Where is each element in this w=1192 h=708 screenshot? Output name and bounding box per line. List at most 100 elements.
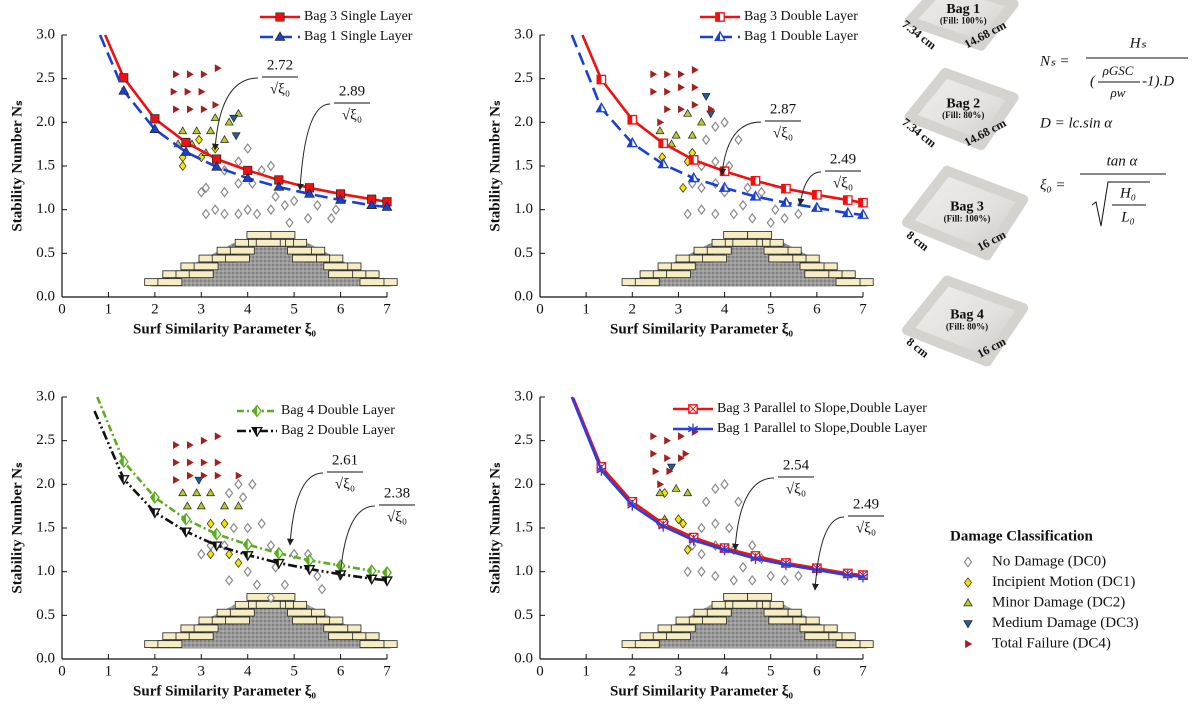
x-tick-label: 2 (151, 663, 159, 679)
annotation-arrow (719, 121, 762, 176)
bag-brick (292, 254, 317, 263)
marker (780, 212, 789, 224)
marker-stroke (750, 555, 761, 562)
bag-name: Bag 2 (946, 96, 980, 111)
marker (734, 496, 743, 508)
y-tick-label: 1.5 (514, 519, 533, 535)
annotation-denom: √ξ₀ (856, 520, 876, 536)
y-tick-label: 2.5 (36, 70, 55, 86)
marker (381, 576, 393, 587)
annotation-arrow (296, 103, 331, 191)
marker-half (781, 184, 786, 193)
x-tick-label: 2 (629, 663, 637, 679)
x-axis-title: Surf Similarity Parameter ξ₀ (133, 321, 316, 337)
bag-brick (225, 616, 250, 625)
breakwater-structure (621, 231, 874, 287)
y-tick-label: 2.0 (514, 476, 533, 492)
marker (303, 565, 316, 576)
marker (650, 70, 658, 79)
marker (257, 518, 266, 530)
bag-brick (747, 231, 773, 239)
legend-label: Minor Damage (DC2) (992, 594, 1125, 610)
marker (170, 87, 178, 96)
y-tick-label: 2.5 (36, 432, 55, 448)
marker (224, 574, 234, 586)
legend-label: No Damage (DC0) (992, 553, 1106, 569)
marker (683, 544, 692, 555)
bag-brick (732, 600, 758, 609)
marker (317, 583, 327, 595)
annotation-denom: √ξ₀ (833, 175, 853, 191)
legend-label: Bag 1 Single Layer (304, 29, 413, 44)
marker (234, 478, 243, 490)
legend-label: Total Failure (DC4) (992, 635, 1111, 651)
marker (304, 183, 315, 193)
marker (266, 540, 276, 551)
marker (266, 160, 276, 172)
x-tick-label: 7 (859, 301, 867, 317)
marker (729, 574, 738, 586)
marker-half (596, 103, 602, 112)
marker (657, 118, 665, 127)
marker (327, 212, 336, 224)
marker-half (211, 542, 217, 551)
marker (225, 549, 233, 560)
y-tick-label: 2.0 (36, 114, 55, 130)
marker (224, 487, 234, 499)
marker (671, 483, 681, 492)
marker (313, 199, 322, 211)
bag-brick (835, 640, 861, 648)
y-tick-label: 1.0 (36, 201, 55, 217)
marker-half (715, 31, 720, 41)
formula-text: ρGSC (1102, 63, 1134, 78)
bag-name: Bag 3 (950, 199, 984, 214)
marker (711, 570, 720, 582)
marker (200, 471, 208, 480)
bag-fill: (Fill: 80%) (942, 110, 984, 120)
bag-image (904, 67, 1019, 151)
marker (220, 518, 229, 529)
annotation-coef: 2.38 (384, 485, 410, 501)
marker (842, 569, 853, 581)
sqrt-sign (1091, 181, 1150, 227)
marker (711, 156, 720, 168)
marker (289, 548, 299, 560)
marker (812, 189, 822, 200)
marker (234, 557, 243, 568)
marker (178, 488, 188, 497)
marker (781, 183, 791, 194)
marker (173, 105, 180, 114)
marker (664, 87, 671, 96)
marker (734, 134, 743, 146)
marker (766, 570, 775, 582)
marker-half (305, 554, 310, 566)
marker (671, 130, 681, 139)
annotation-arrow (286, 472, 324, 546)
marker (708, 105, 715, 114)
bag-name: Bag 1 (946, 2, 980, 17)
marker (206, 549, 215, 560)
bag-brick (670, 624, 696, 633)
marker (243, 143, 252, 154)
bag-brick (287, 246, 312, 255)
marker-stroke (658, 522, 669, 530)
marker (627, 499, 638, 511)
marker (219, 501, 230, 510)
y-axis-title: Stability Number Nₛ (487, 100, 503, 232)
bag-brick (359, 278, 385, 286)
marker (697, 182, 706, 194)
marker (211, 161, 223, 171)
bag-brick (246, 231, 272, 239)
marker (178, 126, 188, 135)
marker (186, 441, 194, 449)
marker (365, 574, 378, 585)
legend-label: Bag 3 Double Layer (744, 9, 858, 24)
marker (757, 186, 766, 198)
y-tick-label: 1.0 (514, 201, 533, 217)
x-tick-label: 7 (859, 663, 867, 679)
legend-label: Bag 3 Single Layer (304, 9, 413, 24)
marker-half (812, 190, 817, 200)
marker (366, 199, 378, 210)
annotation-arrow (336, 505, 376, 581)
marker (266, 204, 276, 216)
